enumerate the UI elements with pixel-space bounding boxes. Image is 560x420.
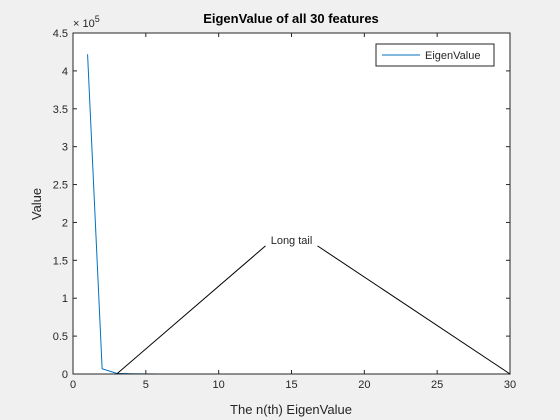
x-tick-label: 20 — [358, 379, 370, 391]
legend: EigenValue — [375, 43, 495, 67]
x-tick-label: 10 — [213, 379, 225, 391]
y-axis-exponent: × 105 — [73, 14, 100, 30]
x-axis-ticks: 0 5 10 15 20 25 30 — [70, 33, 516, 391]
y-tick-label: 2.5 — [53, 180, 68, 192]
x-tick-label: 15 — [285, 379, 297, 391]
y-axis-label: Value — [29, 188, 44, 220]
annotation-label: Long tail — [271, 235, 313, 247]
x-tick-label: 5 — [143, 379, 149, 391]
annotation-arrow-line — [116, 245, 266, 375]
legend-box — [375, 43, 495, 67]
y-tick-label: 1 — [62, 293, 68, 305]
y-tick-label: 4.5 — [53, 28, 68, 40]
plot-area — [73, 33, 510, 374]
y-tick-label: 4 — [62, 66, 68, 78]
annotation-arrow-line — [317, 245, 511, 375]
y-tick-label: 0.5 — [53, 331, 68, 343]
chart-title: EigenValue of all 30 features — [203, 11, 379, 26]
y-tick-label: 1.5 — [53, 255, 68, 267]
y-axis-exponent-power: 5 — [95, 14, 100, 24]
long-tail-annotation: Long tail — [116, 235, 511, 375]
x-tick-label: 30 — [504, 379, 516, 391]
y-axis-exponent-base: × 10 — [73, 18, 95, 30]
y-tick-label: 3.5 — [53, 104, 68, 116]
x-tick-label: 0 — [70, 379, 76, 391]
legend-label-eigenvalue: EigenValue — [425, 50, 480, 62]
y-tick-label: 0 — [62, 369, 68, 381]
y-axis-ticks: 0 0.5 1 1.5 2 2.5 3 3.5 4 4.5 — [53, 28, 510, 381]
x-tick-label: 25 — [431, 379, 443, 391]
y-tick-label: 2 — [62, 217, 68, 229]
y-tick-label: 3 — [62, 142, 68, 154]
x-axis-label: The n(th) EigenValue — [230, 402, 352, 417]
